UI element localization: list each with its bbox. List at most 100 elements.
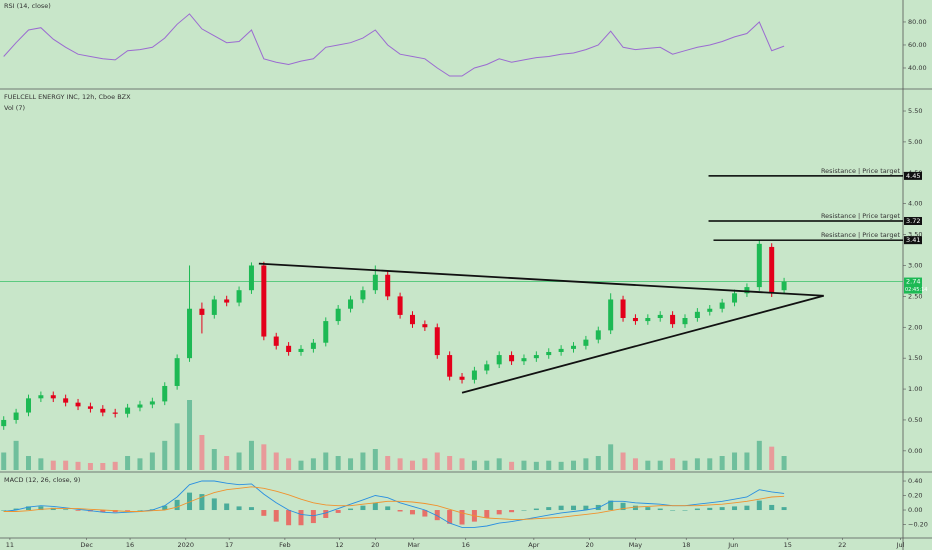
macd-histogram-bar	[694, 508, 700, 511]
macd-histogram-bar	[298, 510, 304, 526]
candle-body	[645, 318, 651, 322]
macd-title: MACD (12, 26, close, 9)	[4, 476, 80, 484]
macd-histogram-bar	[645, 507, 651, 511]
candle-body	[335, 308, 341, 322]
y-tick-label: 1.00	[908, 385, 922, 393]
candle-body	[298, 348, 304, 352]
x-tick-label: 2020	[178, 541, 195, 549]
y-tick-label: 3.50	[908, 231, 922, 239]
macd-histogram-bar	[273, 510, 279, 522]
candle-body	[459, 376, 465, 380]
volume-bar	[719, 456, 725, 470]
macd-histogram-bar	[323, 510, 329, 518]
macd-histogram-bar	[521, 510, 527, 511]
candle-body	[137, 404, 143, 408]
volume-bar	[583, 458, 589, 470]
y-tick-label: −0.20	[908, 521, 928, 529]
candle-body	[224, 299, 230, 303]
volume-bar	[781, 456, 787, 470]
volume-bar	[273, 452, 279, 470]
candle-body	[199, 308, 205, 315]
volume-bar	[595, 456, 601, 470]
volume-bar	[25, 456, 31, 470]
y-tick-label: 5.00	[908, 138, 922, 146]
x-tick-label: 17	[225, 541, 233, 549]
volume-title: Vol (7)	[4, 104, 25, 112]
volume-bar	[546, 460, 552, 470]
chart-title: FUELCELL ENERGY INC, 12h, Cboe BZX	[4, 93, 131, 101]
candle-body	[583, 339, 589, 346]
volume-bar	[756, 440, 762, 470]
volume-bar	[50, 460, 56, 470]
volume-bar	[707, 458, 713, 470]
trendline	[461, 294, 824, 394]
macd-histogram-bar	[360, 505, 366, 511]
candle-body	[657, 314, 663, 318]
macd-histogram-bar	[38, 506, 44, 511]
candle-body	[174, 358, 180, 386]
candle-body	[273, 336, 279, 346]
candle-body	[323, 321, 329, 343]
x-tick-label: Apr	[528, 541, 540, 549]
candle-body	[100, 408, 106, 413]
volume-bar	[682, 460, 688, 470]
macd-histogram-bar	[571, 505, 577, 511]
volume-bar	[409, 460, 415, 470]
countdown: 02:45:14	[905, 287, 927, 293]
volume-bar	[248, 440, 254, 470]
macd-histogram-bar	[707, 507, 713, 511]
macd-histogram-bar	[447, 510, 453, 524]
candle-body	[571, 345, 577, 349]
volume-bar	[348, 458, 354, 470]
volume-bar	[38, 458, 44, 470]
price-box-label: 3.41	[906, 236, 920, 244]
volume-bar	[261, 444, 267, 470]
macd-histogram-bar	[509, 510, 515, 513]
volume-bar	[310, 458, 316, 470]
macd-histogram-bar	[137, 510, 143, 511]
rsi-title: RSI (14, close)	[4, 2, 51, 10]
macd-histogram-bar	[620, 502, 626, 511]
volume-bar	[286, 458, 292, 470]
macd-histogram-bar	[657, 508, 663, 511]
macd-histogram-bar	[1, 510, 7, 511]
candle-body	[13, 412, 19, 420]
candle-body	[187, 308, 193, 359]
volume-bar	[496, 458, 502, 470]
candle-body	[397, 296, 403, 315]
volume-bar	[125, 456, 131, 470]
volume-bar	[670, 458, 676, 470]
macd-histogram-bar	[100, 510, 106, 513]
candle-body	[719, 302, 725, 309]
volume-bar	[323, 452, 329, 470]
volume-bar	[645, 460, 651, 470]
candle-body	[422, 324, 428, 328]
volume-bar	[509, 461, 515, 470]
candle-body	[608, 299, 614, 331]
x-tick-label: 22	[838, 541, 846, 549]
candle-body	[112, 412, 118, 414]
candle-body	[546, 351, 552, 356]
x-tick-label: 15	[784, 541, 792, 549]
volume-bar	[732, 452, 738, 470]
candle-body	[310, 342, 316, 349]
resistance-label: Resistance | Price target	[821, 167, 900, 175]
rsi-line	[3, 13, 785, 77]
macd-histogram-bar	[583, 505, 589, 511]
y-tick-label: 0.00	[908, 506, 922, 514]
volume-bar	[459, 458, 465, 470]
x-tick-label: 11	[6, 541, 14, 549]
volume-bar	[75, 461, 81, 470]
macd-histogram-bar	[459, 510, 465, 525]
current-price-box	[904, 277, 922, 294]
candle-body	[385, 274, 391, 297]
price-box	[904, 216, 922, 225]
candle-body	[694, 311, 700, 318]
volume-bar	[533, 461, 539, 470]
candle-body	[781, 281, 787, 291]
y-tick-label: 1.50	[908, 354, 922, 362]
candle-body	[471, 370, 477, 380]
price-box	[904, 236, 922, 245]
macd-histogram-bar	[286, 510, 292, 526]
